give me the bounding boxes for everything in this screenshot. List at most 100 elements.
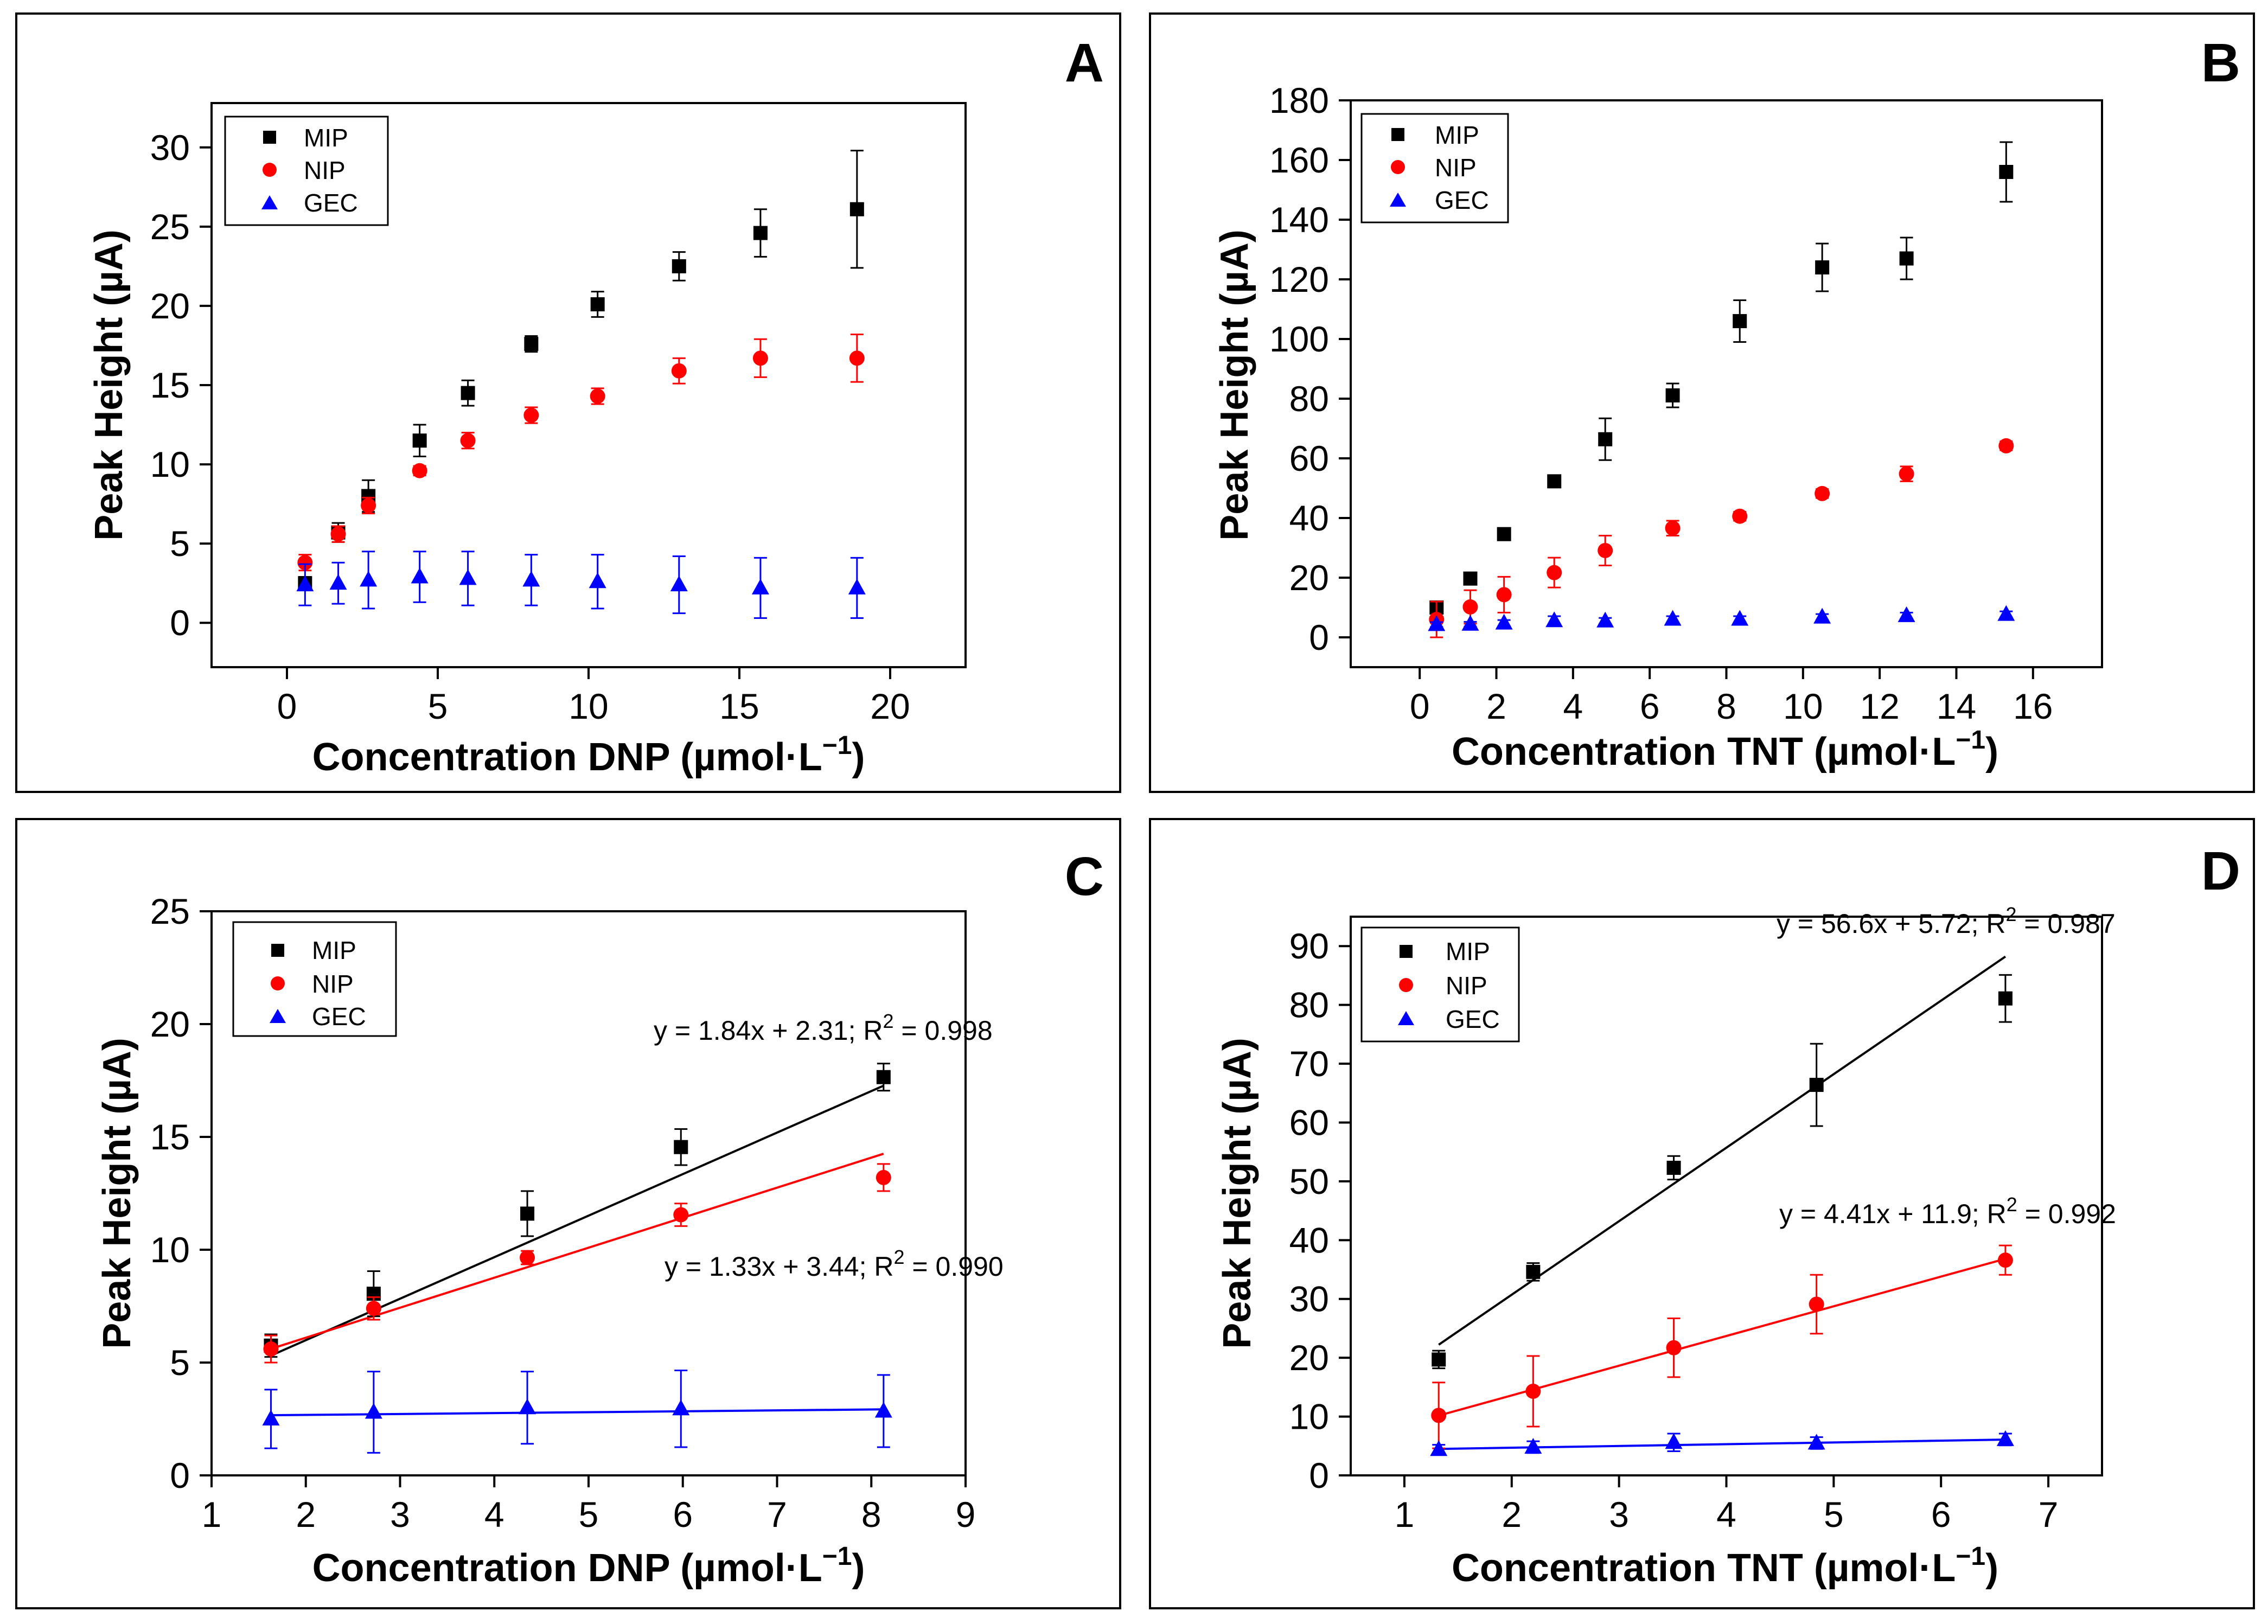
legend-gec-marker [1398, 1011, 1414, 1025]
panel-d-y-tick-label: 0 [1309, 1455, 1329, 1495]
panel-a-nip-point [849, 350, 865, 366]
panel-b: B 0 2 4 6 8 10 12 14 16020406080100120140160180 … [1149, 12, 2255, 793]
panel-b-label: B [2201, 33, 2240, 93]
legend-gec-label: GEC [1435, 186, 1489, 214]
panel-b-y-tick-label: 20 [1289, 558, 1329, 598]
panel-d-mip-point [1809, 1078, 1824, 1092]
panel-d-y-tick-label: 30 [1289, 1279, 1329, 1319]
legend-nip-label: NIP [1435, 154, 1477, 182]
legend-nip-label: NIP [1446, 971, 1487, 1000]
panel-d-gec-point [1665, 1433, 1683, 1449]
panel-c-gec-point [262, 1410, 280, 1425]
panel-a-y-tick-label: 15 [150, 365, 190, 405]
legend-mip-label: MIP [1446, 937, 1490, 966]
panel-a-gec-point [360, 571, 378, 587]
panel-d-frame [1149, 818, 2255, 1609]
panel-d-gec-point [1807, 1434, 1825, 1450]
panel-b-mip-point [1665, 388, 1680, 402]
panel-c-x-tick-label: 5 [579, 1494, 599, 1535]
panel-b-gec-point [1997, 605, 2015, 621]
panel-b-gec-point [1495, 613, 1513, 630]
panel-b-frame [1149, 12, 2255, 793]
panel-b-mip-point [1815, 260, 1830, 274]
panel-d-y-tick-label: 70 [1289, 1044, 1329, 1084]
panel-b-gec-point [1461, 615, 1479, 631]
panel-b-nip-point [1998, 438, 2014, 453]
panel-c-gec-point [519, 1398, 536, 1415]
legend-gec-marker [1390, 193, 1406, 207]
panel-d-x-axis-title: Concentration TNT (µmol·L−1) [1452, 1542, 1998, 1590]
legend-mip-marker [263, 131, 276, 144]
panel-b-gec-point [1898, 606, 1915, 622]
panel-d-y-tick-label: 60 [1289, 1102, 1329, 1142]
panel-b-mip-point [1598, 432, 1613, 446]
panel-c-frame [15, 818, 1121, 1609]
panel-a-x-tick-label: 0 [277, 686, 297, 726]
panel-c-equation-nip: y = 1.33x + 3.44; R2 = 0.990 [665, 1246, 1004, 1282]
panel-a-gec-point [296, 576, 314, 592]
panel-c-gec-point [672, 1399, 690, 1416]
panel-d-mip-point [1998, 991, 2013, 1006]
panel-a-gec-point [522, 571, 540, 587]
panel-a-gec-point [848, 578, 866, 594]
panel-d-gec-point [1524, 1437, 1542, 1454]
panel-c-nip-point [366, 1301, 381, 1316]
panel-b-mip-point [1547, 474, 1562, 489]
panel-b-y-tick-label: 40 [1289, 498, 1329, 538]
panel-a-y-tick-label: 20 [150, 286, 190, 326]
panel-b-y-axis-title: Peak Height (µA) [1213, 229, 1256, 541]
panel-a-frame [15, 12, 1121, 793]
panel-d-y-tick-label: 20 [1289, 1338, 1329, 1378]
legend-gec-label: GEC [1446, 1005, 1500, 1033]
panel-b-x-tick-label: 16 [2013, 686, 2053, 726]
panel-a-nip-point [460, 433, 476, 449]
panel-c-legend-entries: MIP NIP GEC [270, 936, 366, 1031]
panel-d-label: D [2201, 841, 2240, 901]
panel-a-mip-point [461, 386, 475, 400]
legend-mip-label: MIP [304, 124, 348, 152]
legend-nip-marker [271, 976, 285, 990]
panel-b-x-tick-label: 4 [1563, 686, 1583, 726]
panel-d-y-tick-label: 40 [1289, 1220, 1329, 1260]
panel-b-legend [1360, 113, 1509, 223]
legend-gec-label: GEC [304, 189, 358, 217]
panel-d-x-tick-label: 2 [1502, 1494, 1522, 1535]
panel-a-gec-point [459, 569, 477, 585]
legend-nip-label: NIP [312, 970, 354, 998]
panel-c-gec-point [874, 1402, 892, 1418]
panel-b-x-axis-title: Concentration TNT (µmol·L−1) [1452, 726, 1998, 773]
legend-gec-label: GEC [312, 1002, 366, 1031]
panel-d-nip-point [1431, 1408, 1447, 1423]
panel-a-label: A [1065, 33, 1104, 93]
panel-d-gec-point [1430, 1440, 1448, 1456]
panel-c-label: C [1065, 846, 1104, 907]
panel-a-plot: 0 5 10 15 20 0 5 10 15 20 25 30 [150, 127, 910, 726]
panel-c-nip-point [673, 1207, 689, 1223]
panel-a-nip-point [590, 388, 605, 404]
panel-b-mip-point [1999, 165, 2014, 179]
panel-b-mip-point [1463, 571, 1478, 586]
panel-b-gec-point [1428, 615, 1446, 631]
panel-b-mip-point [1497, 527, 1511, 541]
legend-mip-marker [1391, 128, 1404, 141]
panel-a-x-tick-label: 10 [568, 686, 608, 726]
panel-d-x-tick-label: 3 [1609, 1494, 1629, 1535]
panel-c-x-axis-title: Concentration DNP (µmol·L−1) [312, 1542, 865, 1590]
panel-b-nip-point [1665, 520, 1681, 536]
panel-d-x-tick-label: 4 [1716, 1494, 1736, 1535]
panel-a-nip-point [523, 407, 539, 423]
panel-c-y-tick-label: 20 [150, 1004, 190, 1044]
legend-nip-marker [263, 163, 277, 177]
panel-b-gec-point [1813, 608, 1831, 624]
panel-b-nip-point [1732, 508, 1748, 524]
panel-b-legend-entries: MIP NIP GEC [1390, 121, 1489, 214]
panel-c-y-tick-label: 5 [170, 1342, 190, 1383]
legend-mip-marker [1400, 945, 1413, 958]
panel-a-x-tick-label: 20 [870, 686, 910, 726]
panel-c-x-tick-label: 2 [296, 1494, 316, 1535]
panel-a-mip-point [590, 297, 605, 312]
panel-d-nip-point [1809, 1296, 1824, 1312]
panel-c-x-tick-label: 3 [390, 1494, 410, 1535]
panel-a-mip-point [524, 337, 539, 351]
